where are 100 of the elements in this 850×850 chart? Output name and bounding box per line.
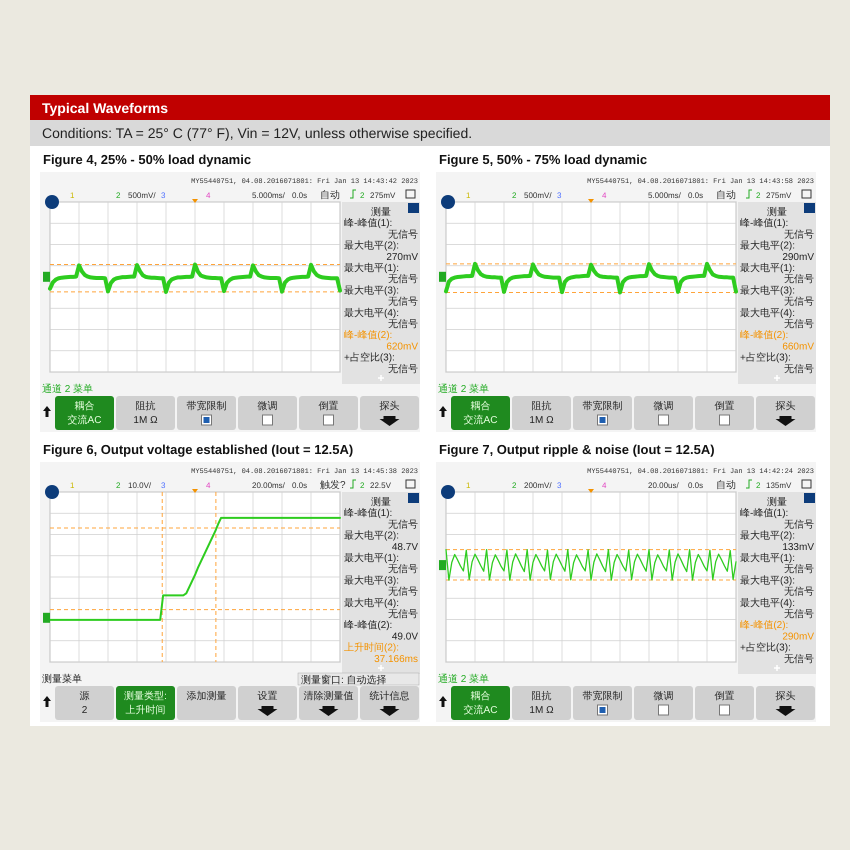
text: 最大电平(4): xyxy=(344,596,399,609)
text: 无信号 xyxy=(784,563,814,576)
text: 无信号 xyxy=(784,273,814,286)
text: 清除测量值 xyxy=(304,690,354,702)
text: 最大电平(4): xyxy=(740,306,795,319)
text: 无信号 xyxy=(388,273,418,286)
text: 最大电平(3): xyxy=(344,574,399,586)
text: 峰-峰值(2): xyxy=(740,619,788,632)
text: 最大电平(1): xyxy=(740,262,795,274)
text: 3 xyxy=(161,481,166,490)
text: 0.0s xyxy=(292,481,308,490)
text: 通道 2 菜单 xyxy=(438,383,490,395)
text: 最大电平(1): xyxy=(344,262,399,274)
text: 带宽限制 xyxy=(582,690,622,702)
text: 37.166ms xyxy=(374,654,418,665)
text: 49.0V xyxy=(392,631,418,642)
text: 无信号 xyxy=(388,608,418,620)
text: 通道 2 菜单 xyxy=(438,673,490,685)
text: 无信号 xyxy=(784,652,814,665)
text: 探头 xyxy=(380,400,400,412)
text: 0.0s xyxy=(688,191,704,200)
text: 4 xyxy=(206,191,211,200)
text: 倒置 xyxy=(714,690,734,702)
text: 倒置 xyxy=(714,400,734,412)
text: 0.0s xyxy=(292,191,308,200)
text: 无信号 xyxy=(388,318,418,330)
text: 阻抗 xyxy=(532,690,552,702)
text: 最大电平(2): xyxy=(740,240,795,252)
text: 500mV/ xyxy=(128,191,156,200)
text: 2 xyxy=(360,481,365,490)
text: 4 xyxy=(602,481,607,490)
text: 倒置 xyxy=(318,400,338,412)
text: 自动 xyxy=(716,189,736,201)
text: +占空比(3): xyxy=(740,642,791,654)
text: 上升时间 xyxy=(126,704,166,716)
text: 2 xyxy=(512,481,517,490)
text: 统计信息 xyxy=(370,690,410,702)
chart-title: Figure 4, 25% - 50% load dynamic xyxy=(43,152,252,167)
text: +占空比(3): xyxy=(344,352,395,364)
text: 无信号 xyxy=(784,586,814,598)
text: 4 xyxy=(602,191,607,200)
text: 3 xyxy=(557,191,562,200)
text: 自动 xyxy=(320,189,340,201)
text: Typical Waveforms xyxy=(42,100,168,116)
text: 添加测量 xyxy=(186,690,226,702)
text: 275mV xyxy=(370,191,396,200)
text: 133mV xyxy=(782,542,814,553)
text: 耦合 xyxy=(470,400,490,412)
text: 无信号 xyxy=(784,296,814,308)
text: 22.5V xyxy=(370,481,392,490)
text: 带宽限制 xyxy=(186,400,226,412)
text: 耦合 xyxy=(470,690,490,702)
text: 1 xyxy=(70,481,75,490)
text: 上升时间(2): xyxy=(344,642,399,654)
text: 微调 xyxy=(654,690,674,702)
text: 20.00us/ xyxy=(648,481,680,490)
text: 5.000ms/ xyxy=(252,191,286,200)
text: 1M Ω xyxy=(529,415,554,426)
text: 1 xyxy=(70,191,75,200)
text: 峰-峰值(1): xyxy=(740,507,788,520)
text: 测量窗口: 自动选择 xyxy=(301,674,387,686)
text: 无信号 xyxy=(388,586,418,598)
chart-title: Figure 6, Output voltage established (Iout = 12.5A) xyxy=(43,442,354,457)
text: 自动 xyxy=(716,479,736,491)
text: 最大电平(1): xyxy=(740,552,795,564)
text: 最大电平(2): xyxy=(344,530,399,542)
text: 620mV xyxy=(386,341,418,352)
text: 3 xyxy=(557,481,562,490)
text: 交流AC xyxy=(68,414,102,426)
text: 270mV xyxy=(386,252,418,263)
text: 1 xyxy=(466,481,471,490)
text: +占空比(3): xyxy=(740,352,791,364)
text: 交流AC xyxy=(464,704,498,716)
text: 290mV xyxy=(782,631,814,642)
text: 无信号 xyxy=(784,608,814,620)
text: 最大电平(4): xyxy=(344,306,399,319)
chart-title: Figure 5, 50% - 75% load dynamic xyxy=(439,152,648,167)
text: 2 xyxy=(82,705,88,716)
text: 探头 xyxy=(776,400,796,412)
text: 2 xyxy=(116,481,121,490)
text: 135mV xyxy=(766,481,792,490)
text: 20.00ms/ xyxy=(252,481,286,490)
text: 峰-峰值(1): xyxy=(740,217,788,230)
text: 1 xyxy=(466,191,471,200)
text: 峰-峰值(2): xyxy=(344,329,392,342)
text: Conditions: TA = 25° C (77° F), Vin = 12V, unless otherwise specified. xyxy=(42,125,472,141)
text: 最大电平(4): xyxy=(740,596,795,609)
text: 微调 xyxy=(258,400,278,412)
text: 峰-峰值(2): xyxy=(344,619,392,632)
text: 无信号 xyxy=(388,563,418,576)
text: 无信号 xyxy=(784,518,814,530)
text: 峰-峰值(1): xyxy=(344,217,392,230)
text: 探头 xyxy=(776,690,796,702)
text: 测量 xyxy=(371,206,391,218)
text: 峰-峰值(1): xyxy=(344,507,392,520)
text: 2 xyxy=(512,191,517,200)
text: 测量菜单 xyxy=(42,673,82,685)
text: 微调 xyxy=(654,400,674,412)
text: 290mV xyxy=(782,252,814,263)
text: 峰-峰值(2): xyxy=(740,329,788,342)
